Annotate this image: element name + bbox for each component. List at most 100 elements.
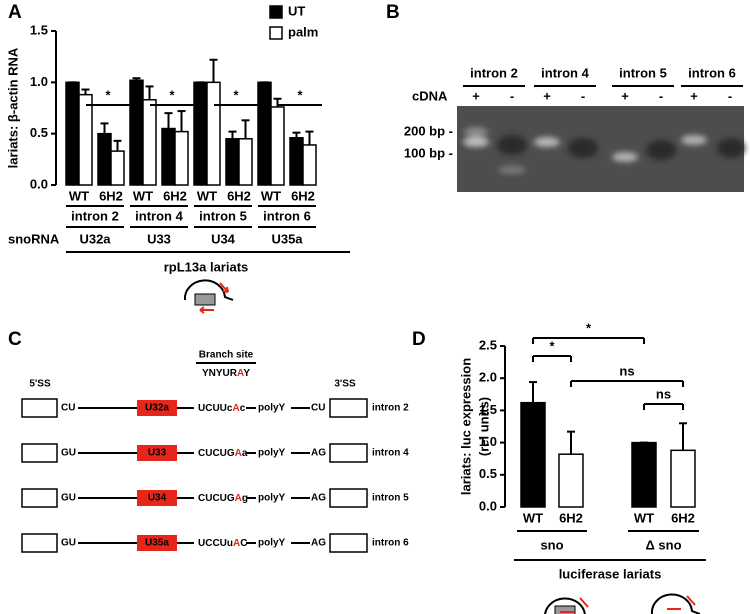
- error-bar: [228, 130, 237, 139]
- bar: [161, 127, 176, 186]
- exon: [329, 443, 368, 463]
- poly-y: polyY: [258, 403, 286, 414]
- sequence-part: CUCUG: [198, 448, 235, 459]
- error-bar: [132, 77, 141, 81]
- gel-lane-label: -: [659, 88, 663, 103]
- group-label: intron 6: [263, 208, 311, 223]
- y-axis-label: (rel units): [476, 397, 491, 456]
- sequence: UCCUuAC: [198, 538, 247, 549]
- x-tick-label: WT: [634, 510, 654, 525]
- gel-lane-label: -: [510, 88, 514, 103]
- gel-row-label: cDNA: [412, 88, 448, 103]
- snorna-box: [137, 400, 177, 416]
- x-tick-label: 6H2: [227, 188, 251, 203]
- error-bar: [273, 97, 282, 107]
- group-label: Δ sno: [645, 537, 681, 552]
- snorna-box: [137, 490, 177, 506]
- header: 3'SS: [334, 379, 356, 390]
- gel-lane-label: +: [690, 88, 698, 103]
- significance-label: *: [549, 338, 555, 353]
- sequence-part: YNYUR: [202, 368, 238, 379]
- poly-y: polyY: [258, 493, 286, 504]
- lariat-icon: [544, 597, 589, 614]
- splice-site: GU: [61, 493, 76, 504]
- group-label: sno: [540, 537, 563, 552]
- gel-lane-label: +: [472, 88, 480, 103]
- snorna-box: [137, 535, 177, 551]
- y-axis-label: lariats: luc expression: [458, 358, 473, 495]
- y-tick-label: 2.0: [479, 370, 497, 385]
- legend-label: UT: [288, 3, 305, 18]
- significance-label: ns: [656, 386, 671, 401]
- lariat-icon: [650, 593, 701, 614]
- error-bar: [241, 119, 250, 139]
- gel-lane-label: +: [543, 88, 551, 103]
- gel-lane-label: +: [621, 88, 629, 103]
- snorna: U34: [148, 493, 167, 504]
- exon: [21, 443, 58, 463]
- bar: [238, 138, 253, 186]
- bar: [257, 81, 272, 186]
- panel-letter: C: [8, 329, 22, 350]
- y-tick-label: 1.0: [30, 74, 48, 89]
- bar: [270, 106, 285, 186]
- bar: [206, 81, 221, 186]
- x-tick-label: 6H2: [99, 188, 123, 203]
- sequence-part: A: [235, 448, 242, 459]
- bar: [558, 453, 584, 508]
- panel-letter: B: [386, 2, 400, 23]
- sequence: UCUUcAc: [198, 403, 246, 414]
- snorna-box: [137, 445, 177, 461]
- exon: [329, 533, 368, 553]
- splice-site: GU: [61, 538, 76, 549]
- error-bar: [100, 122, 109, 134]
- header: 5'SS: [29, 379, 51, 390]
- bar: [142, 99, 157, 186]
- poly-y: polyY: [258, 538, 286, 549]
- sequence: CUCUGAg: [198, 493, 248, 504]
- snorna: U35a: [145, 538, 169, 549]
- sequence-part: C: [240, 538, 247, 549]
- gel-lane-group: intron 5: [619, 65, 667, 80]
- intron-name: intron 5: [372, 493, 409, 504]
- x-tick-label: WT: [261, 188, 281, 203]
- sequence-part: g: [242, 493, 248, 504]
- significance-label: ns: [619, 363, 634, 378]
- x-tick-label: WT: [197, 188, 217, 203]
- y-tick-label: 1.5: [479, 402, 497, 417]
- error-bar: [679, 422, 687, 451]
- gel-lane-label: -: [581, 88, 585, 103]
- y-tick-label: 0.5: [479, 466, 497, 481]
- gel-lane-group: intron 4: [541, 65, 589, 80]
- sequence-part: UCCUu: [198, 538, 233, 549]
- exon: [21, 398, 58, 418]
- error-bar: [567, 430, 575, 455]
- bar: [670, 449, 696, 508]
- snorna-label: U33: [147, 231, 171, 246]
- exon: [21, 533, 58, 553]
- intron-name: intron 4: [372, 448, 409, 459]
- group-label: intron 4: [135, 208, 183, 223]
- error-bar: [145, 85, 154, 100]
- snorna-label: U35a: [271, 231, 303, 246]
- gel-image: [457, 106, 745, 192]
- significance-label: *: [169, 87, 175, 102]
- y-tick-label: 1.5: [30, 22, 48, 37]
- sequence-part: A: [233, 538, 240, 549]
- sequence-part: UCUUc: [198, 403, 233, 414]
- error-bar: [81, 88, 90, 95]
- x-tick-label: WT: [523, 510, 543, 525]
- gel-marker: 100 bp -: [404, 145, 453, 160]
- error-bar: [177, 110, 186, 132]
- panel-letter: A: [8, 2, 22, 23]
- error-bar: [164, 112, 173, 129]
- poly-y: polyY: [258, 448, 286, 459]
- significance-label: *: [233, 87, 239, 102]
- error-bar: [209, 58, 218, 83]
- bar: [193, 81, 208, 186]
- group-label: intron 2: [71, 208, 119, 223]
- error-bar: [305, 130, 314, 145]
- significance-label: *: [105, 87, 111, 102]
- x-axis-label: rpL13a lariats: [164, 259, 249, 274]
